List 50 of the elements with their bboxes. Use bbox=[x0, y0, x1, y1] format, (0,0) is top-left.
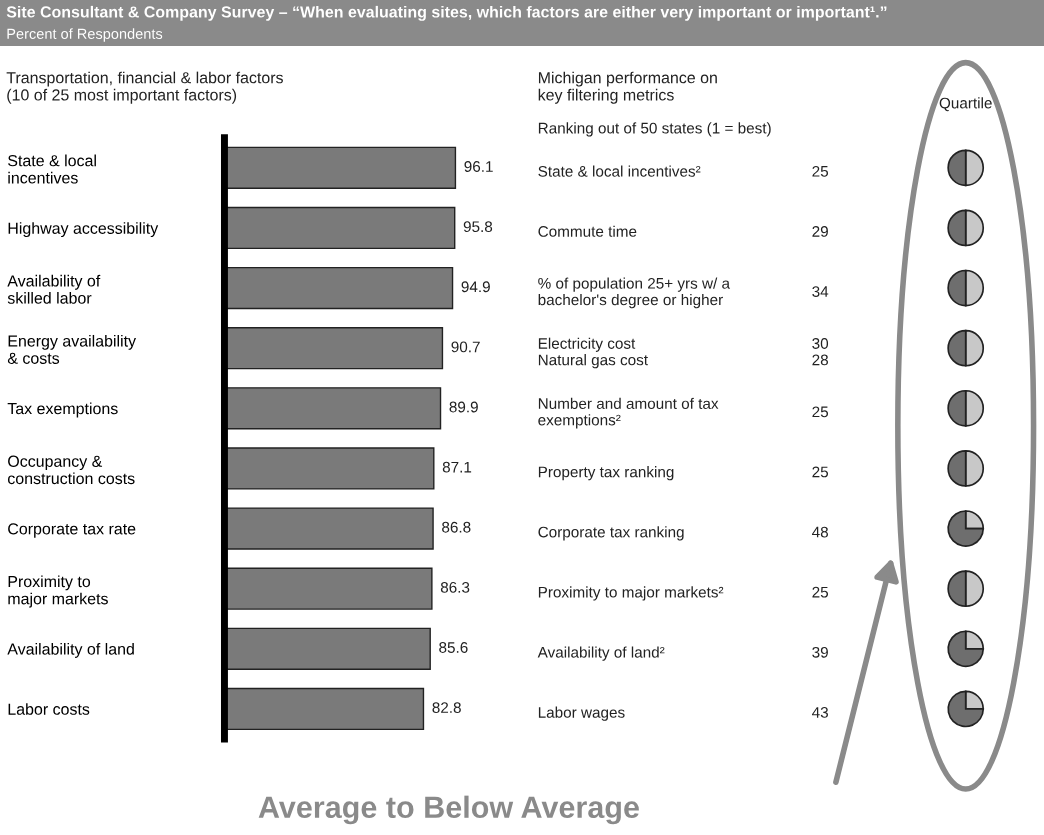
text: 48 bbox=[812, 526, 828, 538]
text: 30 28 bbox=[812, 338, 829, 366]
y-tick-label: Proximity to major markets bbox=[8, 575, 108, 608]
text: 39 bbox=[812, 646, 828, 658]
y-tick-label: Tax exemptions bbox=[7, 402, 118, 418]
data-label: 94.9 bbox=[461, 281, 490, 293]
y-tick-label: Availability of skilled labor bbox=[7, 274, 101, 304]
text: Average to Below Average bbox=[258, 795, 639, 825]
chart-title: Site Consultant & Company Survey – “When evaluating sites, which factors are either very important or important¹.” bbox=[6, 5, 887, 21]
category-label: Number and amount of tax exemptions² bbox=[538, 397, 719, 429]
pie-slice bbox=[947, 630, 985, 668]
text: 43 bbox=[812, 707, 828, 718]
y-tick-label: Energy availability & costs bbox=[7, 334, 137, 364]
text: Percent of Respondents bbox=[7, 28, 163, 42]
text: 25 bbox=[812, 466, 829, 478]
category-label: Commute time bbox=[538, 225, 637, 237]
category-label: Property tax ranking bbox=[538, 466, 674, 481]
text: Michigan performance on key filtering metrics bbox=[538, 71, 717, 104]
y-tick-label: Occupancy & construction costs bbox=[7, 455, 135, 485]
data-label: 89.9 bbox=[449, 401, 478, 413]
category-label: Availability of land² bbox=[537, 646, 665, 661]
y-tick-label: Labor costs bbox=[8, 703, 90, 715]
data-label: 86.8 bbox=[442, 521, 471, 533]
y-tick-label: Corporate tax rate bbox=[8, 523, 136, 538]
y-tick-label: Highway accessibility bbox=[8, 222, 159, 238]
text: 25 bbox=[812, 586, 829, 598]
data-label: 96.1 bbox=[464, 161, 493, 172]
category-label: State & local incentives² bbox=[538, 165, 701, 177]
data-label: 90.7 bbox=[451, 341, 480, 353]
category-label: Corporate tax ranking bbox=[538, 526, 684, 541]
category-label: Electricity cost Natural gas cost bbox=[538, 337, 648, 369]
data-label: 86.3 bbox=[440, 581, 470, 593]
text: Quartile bbox=[939, 97, 992, 112]
y-tick-label: State & local incentives bbox=[8, 154, 96, 184]
category-label: % of population 25+ yrs w/ a bachelor's degree or higher bbox=[538, 277, 731, 309]
category-label: Labor wages bbox=[538, 706, 625, 721]
pie-slice bbox=[947, 510, 985, 547]
text: Ranking out of 50 states (1 = best) bbox=[538, 122, 771, 137]
data-label: 82.8 bbox=[432, 702, 461, 714]
text: 29 bbox=[812, 226, 828, 237]
text: 25 bbox=[812, 406, 829, 418]
data-label: 85.6 bbox=[439, 642, 468, 653]
pie-slice bbox=[947, 690, 985, 728]
data-label: 87.1 bbox=[442, 461, 472, 473]
text: 25 bbox=[812, 165, 829, 177]
text: 34 bbox=[812, 286, 829, 297]
category-label: Proximity to major markets² bbox=[538, 586, 724, 601]
data-label: 95.8 bbox=[463, 221, 493, 233]
y-tick-label: Availability of land bbox=[7, 643, 134, 658]
text: Transportation, financial & labor factors (10 of 25 most important factors) bbox=[6, 71, 283, 104]
